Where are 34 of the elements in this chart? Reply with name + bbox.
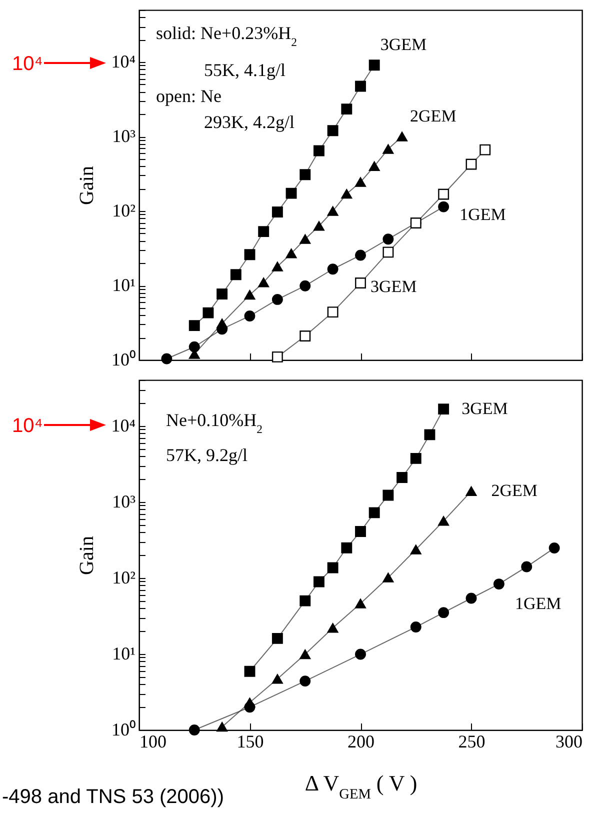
- annotation: open: Ne: [156, 86, 222, 106]
- x-tick-label: 300: [556, 732, 582, 752]
- y-tick-label: 10³: [112, 491, 136, 512]
- x-tick-label: 100: [140, 732, 166, 752]
- series-label: 3GEM: [370, 277, 417, 296]
- x-tick-label: 200: [348, 732, 374, 752]
- x-tick-label: 250: [458, 732, 486, 752]
- text: 10⁴: [12, 53, 43, 75]
- annotation: 57K, 9.2g/l: [166, 445, 248, 465]
- series-label: 3GEM: [380, 35, 427, 54]
- series-label: 1GEM: [514, 594, 562, 614]
- series-label: 3GEM: [462, 399, 508, 418]
- text: 10⁴: [12, 415, 43, 437]
- x-tick-label: 150: [236, 732, 264, 752]
- annotation: 293K, 4.2g/l: [204, 112, 295, 132]
- y-tick-label: 10¹: [112, 643, 136, 664]
- y-tick-label: 10⁰: [112, 720, 136, 740]
- annotation: 55K, 4.1g/l: [204, 60, 286, 80]
- series-label: 2GEM: [410, 106, 456, 126]
- x-axis-title: Δ V$_{GEM}$ ( V ): [304, 770, 418, 802]
- y-tick-label: 10¹: [112, 275, 136, 296]
- y-tick-label: 10²: [112, 567, 136, 588]
- y-tick-label: 10⁰: [112, 350, 136, 370]
- series-label: 1GEM: [460, 204, 506, 224]
- y-tick-label: 10²: [112, 200, 136, 221]
- series-label: 2GEM: [491, 481, 538, 500]
- y-tick-label: 10⁴: [111, 52, 136, 72]
- annotation: solid: Ne+0.23%H$_{2}$: [156, 23, 298, 48]
- annotation: Ne+0.10%H$_{2}$: [166, 410, 263, 436]
- y-tick-label: 10⁴: [111, 415, 136, 436]
- text: -498 and TNS 53 (2006)): [2, 786, 224, 809]
- y-axis-title: Gain: [76, 536, 98, 575]
- y-tick-label: 10³: [112, 126, 136, 146]
- y-axis-title: Gain: [76, 166, 98, 205]
